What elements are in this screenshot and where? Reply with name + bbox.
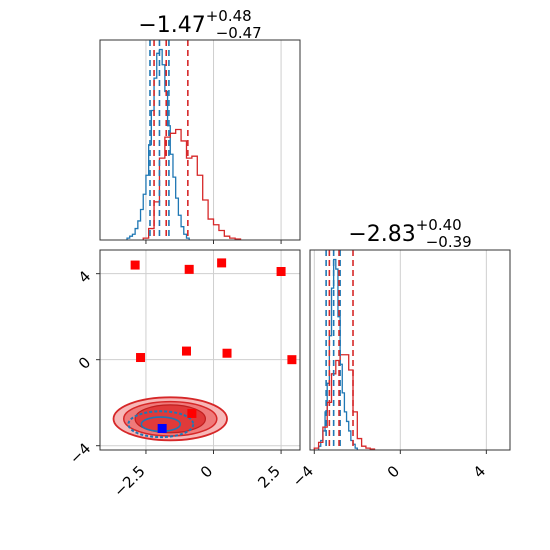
red-square-3 <box>276 267 286 277</box>
m1-hist-series-1 <box>142 128 242 240</box>
joint-ytick-label-1: 0 <box>75 353 94 372</box>
m2-grid <box>313 250 487 450</box>
joint-ytick-label-0: −4 <box>66 439 94 467</box>
m2-ticks: −4 0 4 <box>289 450 489 490</box>
marginal-histogram-1: −1.47+0.48 −0.47 <box>99 7 301 244</box>
red-square-5 <box>181 346 191 356</box>
joint-xtick-label-0: −2.5 <box>110 462 148 500</box>
red-square-1 <box>184 264 194 274</box>
m2-tick-label-0: −4 <box>289 462 317 490</box>
m2-title: −2.83+0.40 −0.39 <box>348 216 471 251</box>
m2-hist-series-0 <box>317 258 358 450</box>
m1-title-lower: −0.47 <box>216 24 262 42</box>
joint-panel: −2.5 0 2.5 −4 0 4 <box>66 249 301 501</box>
joint-xtick-label-2: 2.5 <box>254 462 284 492</box>
red-square-4 <box>136 353 146 363</box>
m1-title: −1.47+0.48 −0.47 <box>138 7 261 42</box>
joint-xtick-label-1: 0 <box>197 462 216 481</box>
m1-ticks <box>145 240 282 244</box>
m1-series <box>126 48 242 240</box>
joint-ytick-label-2: 4 <box>75 267 94 286</box>
m1-quantiles <box>149 40 189 240</box>
red-square-8 <box>187 408 197 418</box>
m2-series <box>313 258 376 450</box>
m2-frame <box>309 249 511 451</box>
joint-frame <box>99 249 301 451</box>
m1-grid <box>145 40 282 240</box>
joint-contours <box>112 396 228 442</box>
m1-hist-series-0 <box>126 48 190 240</box>
m2-tick-label-1: 0 <box>384 462 403 481</box>
m2-quantiles <box>325 250 354 450</box>
m2-title-upper: +0.40 <box>416 216 462 234</box>
blue-contour-outer <box>127 410 195 439</box>
red-square-6 <box>222 348 232 358</box>
red-square-7 <box>287 355 297 365</box>
m2-tick-label-2: 4 <box>470 462 489 481</box>
m2-title-lower: −0.39 <box>426 233 472 251</box>
m2-title-value: −2.83 <box>348 222 415 247</box>
m2-hist-series-1 <box>313 354 376 450</box>
m1-frame <box>99 39 301 241</box>
joint-points <box>130 258 297 433</box>
blue-square <box>157 423 167 433</box>
m1-title-value: −1.47 <box>138 13 205 38</box>
joint-ticks: −2.5 0 2.5 −4 0 4 <box>66 267 284 500</box>
red-square-0 <box>130 260 140 270</box>
red-square-2 <box>217 258 227 268</box>
m1-title-upper: +0.48 <box>206 7 252 25</box>
marginal-histogram-2: −4 0 4 −2.83+0.40 −0.39 <box>289 216 511 490</box>
